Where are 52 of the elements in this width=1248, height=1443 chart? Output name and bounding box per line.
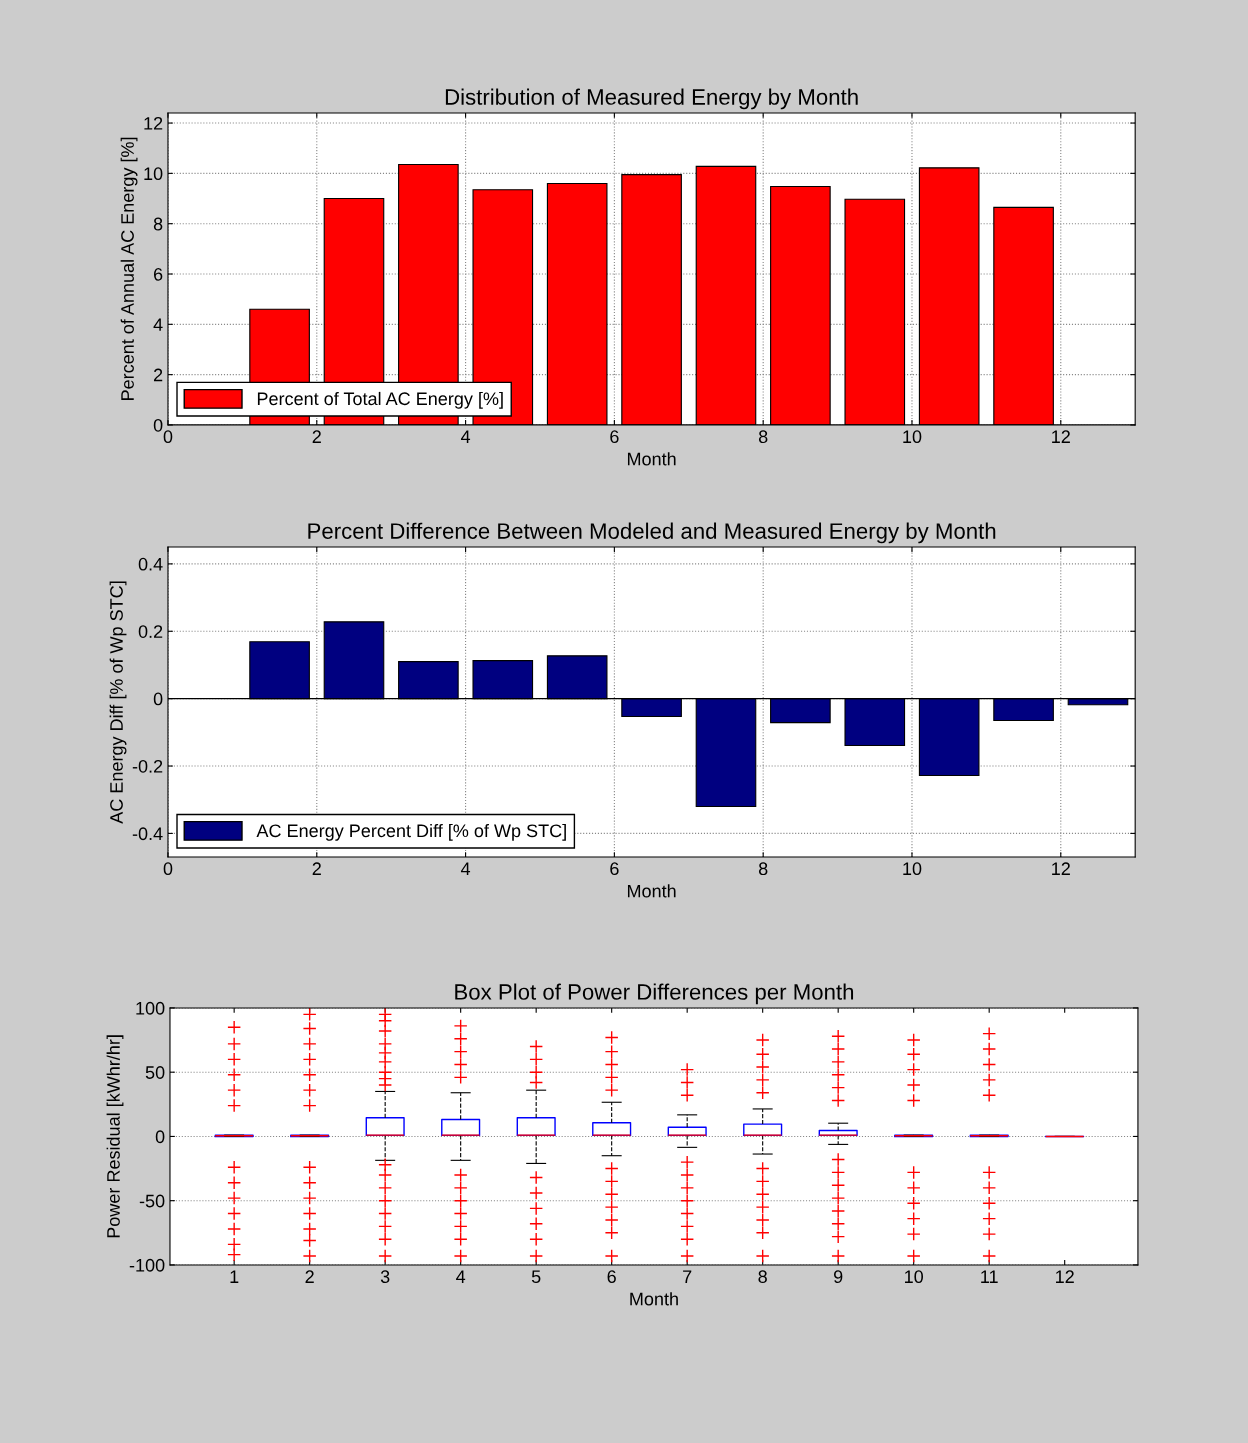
y-tick-label: -0.4: [132, 827, 163, 841]
x-tick-label: 11: [981, 1270, 998, 1283]
x-axis-title: Month: [627, 884, 676, 898]
x-tick-label: 10: [903, 430, 922, 444]
x-tick-label: 4: [460, 430, 471, 443]
chart-title: Box Plot of Power Differences per Month: [455, 983, 854, 1005]
x-tick-label: 8: [758, 430, 768, 444]
chart-title: Percent Difference Between Modeled and Measured Energy by Month: [308, 522, 996, 544]
x-tick-label: 8: [758, 862, 768, 876]
y-tick-label: 10: [144, 167, 163, 181]
y-tick-label: 0: [155, 1130, 165, 1144]
y-tick-label: 2: [153, 368, 163, 382]
y-tick-label: 50: [145, 1066, 165, 1079]
x-tick-label: 12: [1052, 430, 1070, 443]
y-tick-label: 12: [144, 116, 163, 130]
y-tick-label: -0.2: [132, 759, 163, 773]
x-tick-label: 6: [610, 430, 619, 444]
x-tick-label: 12: [1056, 1270, 1074, 1283]
y-tick-label: 6: [154, 267, 163, 281]
x-tick-label: 6: [610, 862, 619, 876]
x-tick-label: 8: [758, 1270, 767, 1284]
y-tick-label: 0: [153, 692, 163, 706]
x-tick-label: 7: [683, 1270, 692, 1283]
x-tick-label: 1: [230, 1270, 239, 1283]
y-tick-label: -50: [139, 1194, 165, 1208]
x-tick-label: 4: [456, 1270, 466, 1283]
y-tick-label: -100: [129, 1258, 165, 1272]
x-tick-label: 10: [903, 862, 922, 876]
x-tick-label: 3: [380, 1270, 390, 1284]
y-tick-label: 0: [153, 418, 163, 432]
x-axis-title: Month: [630, 1292, 678, 1306]
x-tick-label: 4: [460, 862, 471, 875]
chart-title: Distribution of Measured Energy by Month: [445, 88, 858, 110]
y-tick-label: 8: [153, 217, 163, 231]
y-tick-label: 0.2: [138, 625, 163, 638]
x-tick-label: 2: [312, 430, 321, 443]
y-axis-title: AC Energy Diff [% of Wp STC]: [109, 581, 127, 824]
x-tick-label: 6: [607, 1270, 616, 1284]
y-tick-label: 4: [153, 318, 163, 331]
x-tick-label: 2: [305, 1270, 314, 1283]
legend-label: AC Energy Percent Diff [% of Wp STC]: [256, 823, 566, 841]
x-tick-label: 12: [1052, 862, 1070, 875]
x-tick-label: 5: [531, 1270, 541, 1284]
x-axis-title: Month: [627, 452, 676, 466]
x-tick-label: 10: [905, 1270, 924, 1284]
x-tick-label: 9: [834, 1270, 843, 1284]
y-tick-label: 100: [136, 1001, 165, 1015]
y-axis-title: Percent of Annual AC Energy [%]: [120, 137, 138, 400]
y-axis-title: Power Residual [kWhr/hr]: [106, 1035, 124, 1238]
x-tick-label: 2: [312, 862, 321, 875]
legend-label: Percent of Total AC Energy [%]: [257, 391, 503, 409]
y-tick-label: 0.4: [138, 557, 163, 571]
